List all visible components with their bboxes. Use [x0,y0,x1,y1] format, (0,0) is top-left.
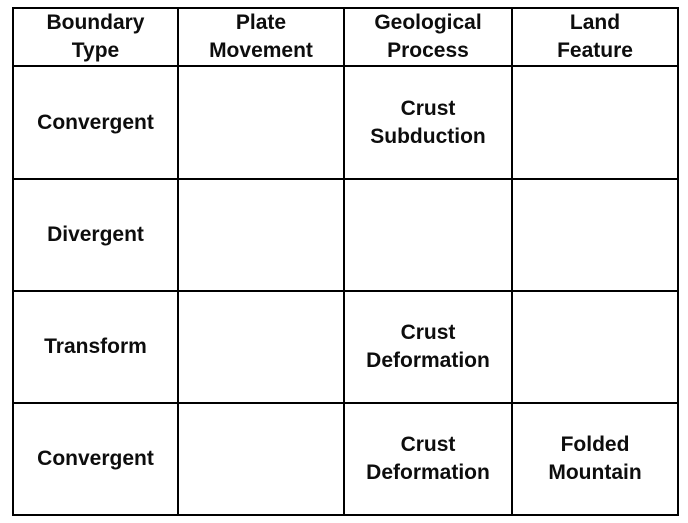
table-row: Convergent Crust Deformation Folded Moun… [12,402,679,516]
header-geological-process: Geological Process [343,7,513,67]
header-plate-movement: Plate Movement [177,7,345,67]
plate-boundaries-table: Boundary Type Plate Movement Geological … [12,7,679,516]
cell-plate-movement [177,65,345,180]
cell-boundary-type: Convergent [12,65,179,180]
cell-land-feature [511,65,679,180]
header-land-feature: Land Feature [511,7,679,67]
table-row: Divergent [12,178,679,292]
cell-land-feature [511,290,679,404]
cell-boundary-type: Transform [12,290,179,404]
cell-boundary-type: Convergent [12,402,179,516]
cell-geological-process: Crust Deformation [343,290,513,404]
header-row: Boundary Type Plate Movement Geological … [12,7,679,67]
cell-geological-process: Crust Deformation [343,402,513,516]
header-boundary-type: Boundary Type [12,7,179,67]
cell-geological-process [343,178,513,292]
cell-plate-movement [177,290,345,404]
cell-plate-movement [177,402,345,516]
cell-land-feature [511,178,679,292]
table-row: Convergent Crust Subduction [12,65,679,180]
cell-plate-movement [177,178,345,292]
table-row: Transform Crust Deformation [12,290,679,404]
cell-boundary-type: Divergent [12,178,179,292]
cell-geological-process: Crust Subduction [343,65,513,180]
cell-land-feature: Folded Mountain [511,402,679,516]
